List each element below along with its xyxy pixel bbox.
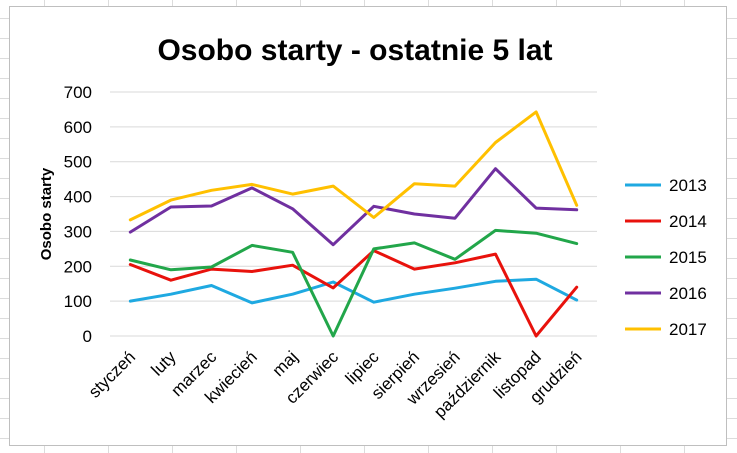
y-tick-label: 500 <box>64 153 92 172</box>
y-tick-label: 600 <box>64 118 92 137</box>
chart-area[interactable] <box>9 6 727 446</box>
legend-label: 2013 <box>669 176 707 195</box>
series-line-2014[interactable] <box>128 249 579 338</box>
y-axis-ticks: 0 100 200 300 400 500 600 700 <box>64 83 92 346</box>
x-tick-label: maj <box>269 347 302 380</box>
chart-title: Osobo starty - ostatnie 5 lat <box>157 34 552 67</box>
legend-label: 2016 <box>669 284 707 303</box>
y-axis-label: Osobo starty <box>38 167 55 260</box>
series-line-2015[interactable] <box>128 228 579 338</box>
y-tick-label: 300 <box>64 222 92 241</box>
y-tick-label: 200 <box>64 257 92 276</box>
gridlines <box>110 91 597 337</box>
series-lines <box>128 110 579 338</box>
series-line-2016[interactable] <box>128 167 579 247</box>
legend[interactable]: 2013 2014 2015 2016 2017 <box>625 176 707 339</box>
series-line-2017[interactable] <box>128 110 579 222</box>
x-tick-label: luty <box>148 347 180 379</box>
legend-label: 2014 <box>669 212 707 231</box>
y-tick-label: 400 <box>64 188 92 207</box>
legend-label: 2015 <box>669 248 707 267</box>
y-tick-label: 100 <box>64 292 92 311</box>
y-tick-label: 0 <box>83 327 92 346</box>
x-tick-label: styczeń <box>85 347 139 401</box>
legend-label: 2017 <box>669 320 707 339</box>
y-tick-label: 700 <box>64 83 92 102</box>
